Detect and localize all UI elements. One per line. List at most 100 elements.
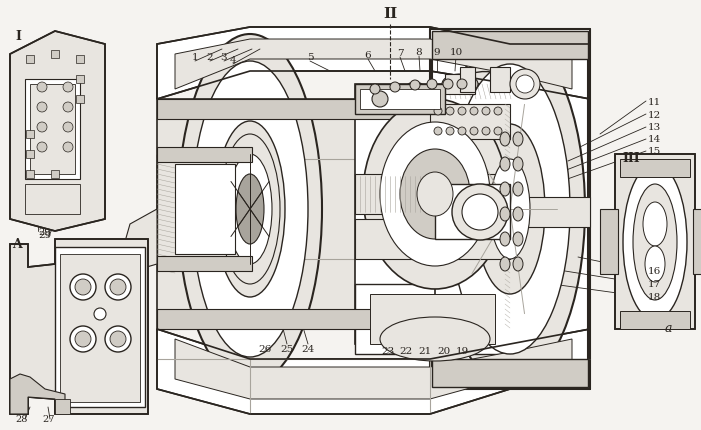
Bar [360,90,440,110]
Bar [51,171,59,178]
Ellipse shape [63,103,73,113]
Text: 3: 3 [221,52,227,61]
Ellipse shape [434,108,442,116]
Ellipse shape [513,158,523,172]
Ellipse shape [442,75,478,95]
Text: 14: 14 [648,135,661,144]
Ellipse shape [75,280,91,295]
Ellipse shape [516,76,534,94]
Bar [355,219,510,259]
Bar [432,359,588,387]
Text: 19: 19 [456,347,469,356]
Bar [55,247,145,407]
Text: A: A [12,237,22,250]
Ellipse shape [513,208,523,221]
Ellipse shape [236,175,264,244]
Ellipse shape [215,122,285,297]
Bar [76,96,84,104]
Ellipse shape [500,258,510,271]
Ellipse shape [643,203,667,246]
Polygon shape [10,374,65,414]
Text: a: a [665,321,672,334]
Bar [55,399,70,414]
Ellipse shape [475,125,545,294]
Text: 1: 1 [191,52,198,61]
Bar [435,184,510,240]
Ellipse shape [500,208,510,221]
Bar [157,165,247,255]
Ellipse shape [70,274,96,300]
Bar [430,105,510,140]
Bar [620,160,690,178]
Text: 18: 18 [648,293,661,302]
Bar [355,175,510,215]
Ellipse shape [110,331,126,347]
Ellipse shape [37,83,47,93]
Ellipse shape [400,150,470,240]
Bar [620,311,690,329]
Ellipse shape [390,83,400,93]
Text: 7: 7 [397,49,403,57]
Ellipse shape [110,280,126,295]
Polygon shape [10,32,105,231]
Text: 29: 29 [38,230,51,240]
Bar [25,80,80,180]
Bar [175,165,235,255]
Ellipse shape [380,123,490,266]
Text: 10: 10 [449,47,463,56]
Bar [157,100,435,120]
Ellipse shape [623,165,687,320]
Bar [30,85,75,175]
Ellipse shape [63,143,73,153]
Bar [600,209,618,274]
Bar [157,100,435,329]
Ellipse shape [500,233,510,246]
Ellipse shape [228,155,272,264]
Ellipse shape [380,317,490,361]
Bar [615,155,695,329]
Text: 25: 25 [280,345,294,354]
Ellipse shape [63,123,73,133]
Ellipse shape [37,103,47,113]
Polygon shape [175,40,572,90]
Text: 20: 20 [437,347,451,356]
Ellipse shape [427,80,437,90]
Bar [355,284,510,354]
Ellipse shape [513,183,523,197]
Text: 2: 2 [207,52,213,61]
Bar [157,147,252,163]
Bar [26,56,34,64]
Ellipse shape [513,258,523,271]
Text: 21: 21 [418,347,432,356]
Ellipse shape [75,331,91,347]
Ellipse shape [490,160,530,259]
Ellipse shape [70,326,96,352]
Ellipse shape [37,123,47,133]
Ellipse shape [417,172,453,216]
Ellipse shape [372,92,388,108]
Polygon shape [10,240,148,414]
Polygon shape [432,32,588,387]
Ellipse shape [452,184,508,240]
Bar [615,155,695,329]
Text: 27: 27 [42,414,55,423]
Bar [25,184,80,215]
Ellipse shape [500,158,510,172]
Bar [432,32,588,60]
Ellipse shape [513,233,523,246]
Ellipse shape [500,133,510,147]
Bar [157,100,435,329]
Bar [370,294,495,344]
Ellipse shape [510,70,540,100]
Text: 15: 15 [648,147,661,156]
Ellipse shape [403,83,427,107]
Ellipse shape [446,128,454,136]
Text: 11: 11 [648,97,661,106]
Bar [355,85,445,115]
Ellipse shape [458,108,466,116]
Text: 6: 6 [365,50,372,59]
Ellipse shape [370,85,380,95]
Text: 5: 5 [307,52,313,61]
Ellipse shape [633,184,677,300]
Ellipse shape [192,62,308,357]
